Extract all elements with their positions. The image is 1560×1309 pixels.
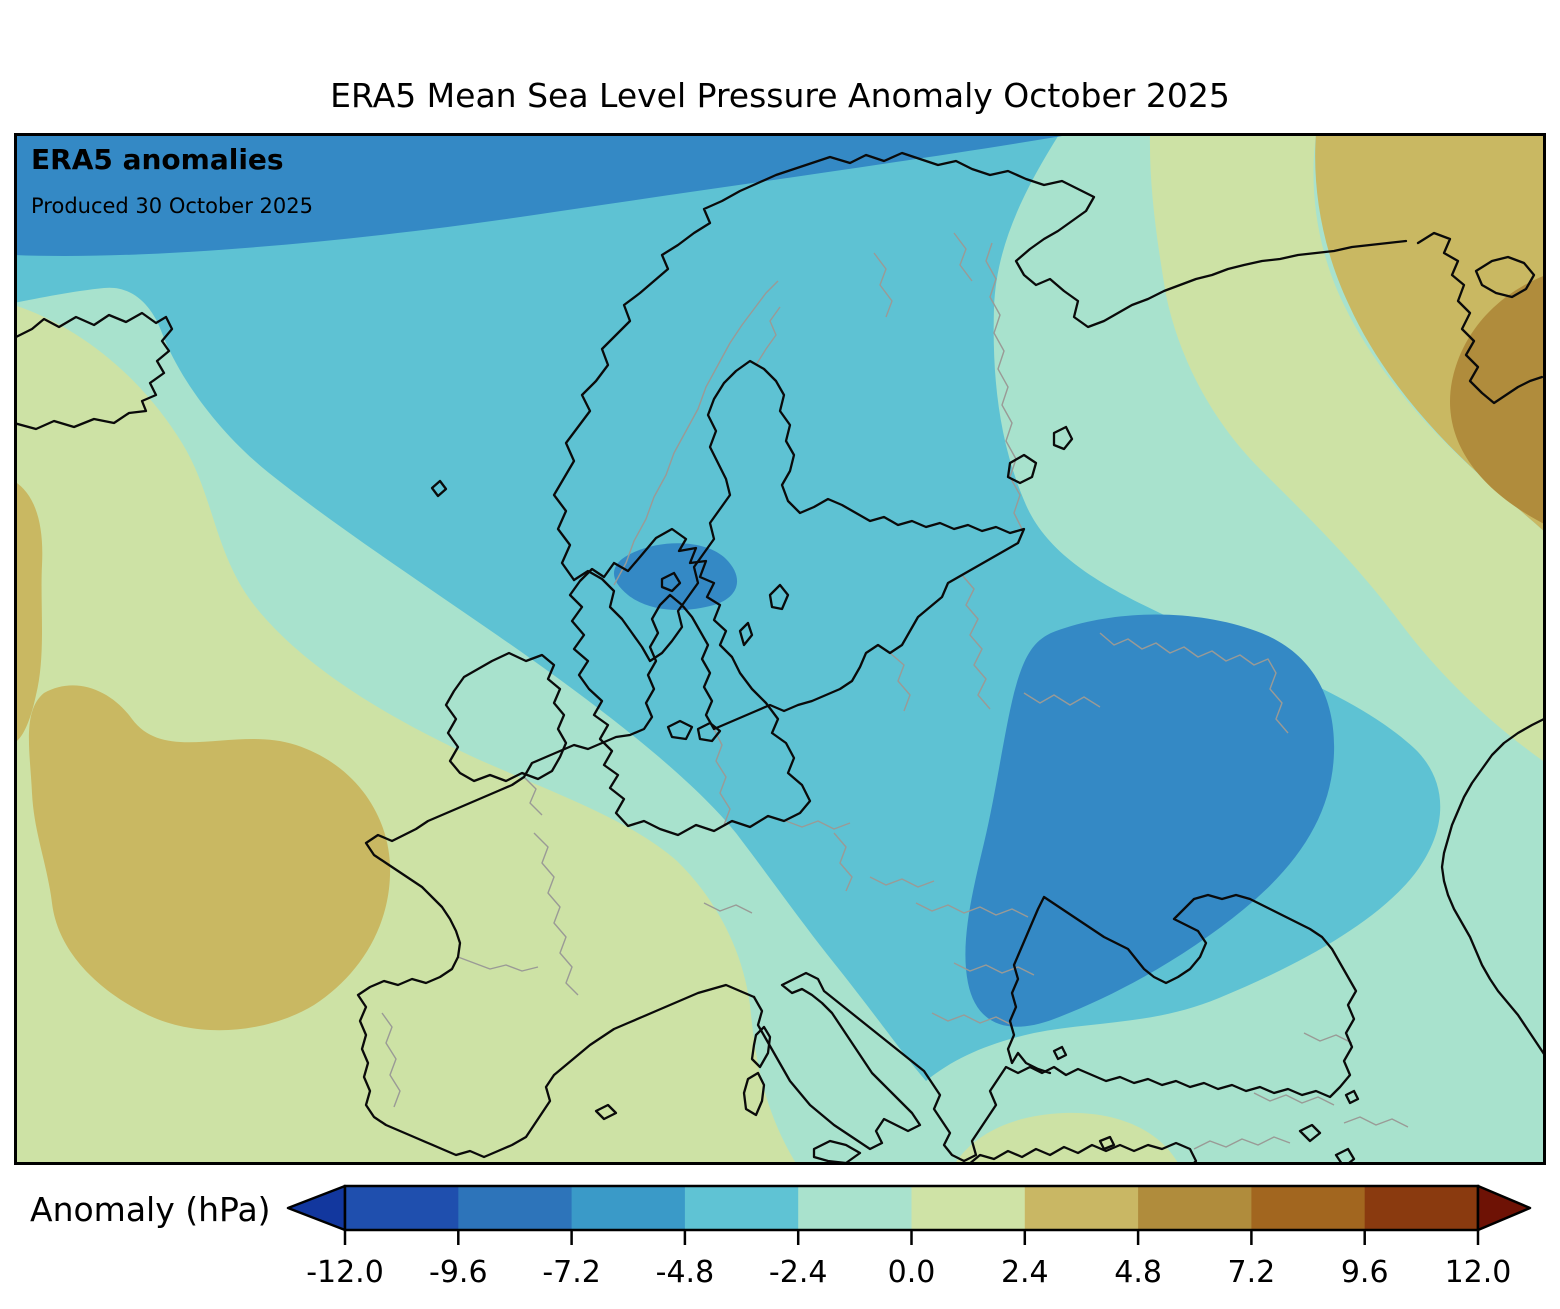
contour-region-ukraine-negative-center: [965, 614, 1335, 1027]
coastline-ireland: [444, 651, 568, 783]
colorbar-tick-label: -9.6: [429, 1255, 488, 1290]
colorbar-segment: [1364, 1186, 1479, 1230]
coastline-corsica-sardinia: [742, 1025, 772, 1117]
colorbar-tick-label: -4.8: [656, 1255, 715, 1290]
coastline-balearic: [594, 1103, 618, 1121]
coastline-turkey-south: [966, 1141, 1198, 1165]
colorbar-segment: [571, 1186, 686, 1230]
colorbar-segment: [1024, 1186, 1139, 1230]
coastline-baltic-continental: [356, 359, 1026, 1159]
colorbar-tick-label: -2.4: [769, 1255, 828, 1290]
colorbar-segment: [798, 1186, 913, 1230]
contour-region-top-negative-band: [14, 133, 1080, 256]
coastline-sicily: [812, 1139, 862, 1165]
coastline-arctic-island: [1474, 255, 1536, 299]
coastline-novaya-zemlya: [1416, 231, 1544, 405]
colorbar-tick-label: 12.0: [1445, 1255, 1512, 1290]
colorbar-segment: [1138, 1186, 1252, 1230]
map-frame: [14, 133, 1546, 1165]
figure-title: ERA5 Mean Sea Level Pressure Anomaly Oct…: [330, 76, 1230, 115]
colorbar-segment: [911, 1186, 1026, 1230]
coastline-danish-isles: [666, 719, 722, 743]
colorbar-left-arrow: [286, 1184, 347, 1232]
contour-region-northeast-positive-band: [1149, 133, 1546, 763]
lake-ladoga-onega: [1006, 425, 1074, 485]
colorbar-panel: Anomaly (hPa) -12.0 -9.6 -7.2 -4.8 -2.4 0.0 2.4…: [0, 1165, 1560, 1305]
colorbar-tick-label: 4.8: [1114, 1255, 1162, 1290]
coastline-italy-balkans-blacksea: [752, 893, 1358, 1163]
coastline-gotland: [738, 583, 790, 647]
colorbar-canvas: Anomaly (hPa) -12.0 -9.6 -7.2 -4.8 -2.4 0.0 2.4…: [30, 1184, 1532, 1290]
map-panel: [14, 133, 1546, 1165]
colorbar-tick-label: 2.4: [1001, 1255, 1049, 1290]
contour-region-atlantic-khaki-blob: [28, 685, 391, 1031]
coastlines: [14, 151, 1546, 1165]
map-produced-date: Produced 30 October 2025: [31, 194, 313, 218]
colorbar-tick-label: -12.0: [306, 1255, 384, 1290]
contour-region-left-edge-khaki: [14, 481, 43, 743]
colorbar-tick-label: 0.0: [888, 1255, 936, 1290]
anomaly-map-canvas: [14, 133, 1546, 1165]
map-heading: ERA5 anomalies: [31, 143, 284, 176]
colorbar-right-arrow: [1476, 1184, 1532, 1232]
coastline-norway-arctic: [552, 151, 1408, 582]
lake-vanern: [660, 571, 682, 593]
colorbar-segment: [458, 1186, 573, 1230]
colorbar-tick-label: 9.6: [1341, 1255, 1389, 1290]
colorbar-segment: [345, 1186, 459, 1230]
country-borders: [381, 232, 1409, 1150]
lake-tuz: [1052, 1045, 1068, 1061]
coastline-caspian: [1440, 716, 1546, 1059]
colorbar-segment: [684, 1186, 799, 1230]
coastline-iceland: [14, 311, 174, 431]
coastline-faroe: [430, 479, 448, 498]
coastline-rhodes: [1098, 1135, 1116, 1151]
coastline-great-britain: [568, 527, 812, 837]
colorbar-tick-label: -7.2: [542, 1255, 601, 1290]
colorbar-tick-label: 7.2: [1228, 1255, 1276, 1290]
colorbar-label: Anomaly (hPa): [30, 1190, 271, 1229]
colorbar-segment: [1251, 1186, 1366, 1230]
